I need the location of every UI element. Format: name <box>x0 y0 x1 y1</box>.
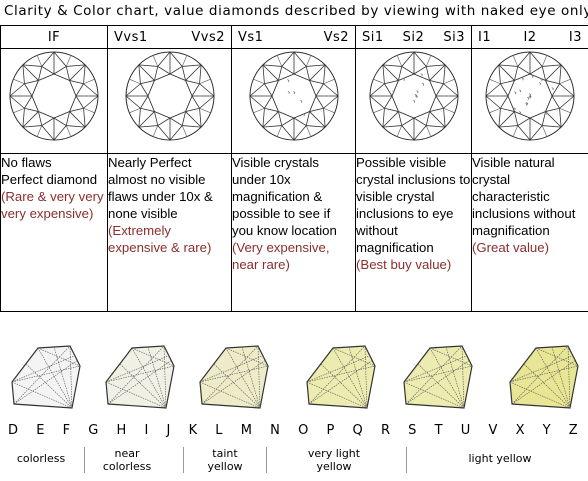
diamond-top-view-icon <box>9 51 99 141</box>
color-letter: D <box>8 423 19 438</box>
color-letter: L <box>215 423 223 438</box>
price-note: (Extremely expensive & rare) <box>108 223 212 255</box>
grade-label: IF <box>47 30 61 45</box>
color-letter: H <box>116 423 127 438</box>
description-row: No flaws Perfect diamond (Rare & very ve… <box>0 153 588 312</box>
color-letter: G <box>88 423 99 438</box>
color-letter: O <box>298 423 309 438</box>
color-letters: D E F G H I J K L M N O P Q R S T U V X … <box>8 423 578 438</box>
price-note: (Best buy value) <box>356 257 452 272</box>
chart-title: Clarity & Color chart, value diamonds de… <box>4 3 588 19</box>
grade-cell-vvs: Vvs1 Vvs2 <box>107 25 232 49</box>
price-note: (Very expensive, near rare) <box>232 240 330 272</box>
description-text: Nearly Perfect <box>108 155 192 170</box>
color-letter: P <box>326 423 335 438</box>
group-divider <box>84 447 85 473</box>
diamond-side-view-icon <box>11 345 81 409</box>
group-divider <box>183 447 184 473</box>
diamond-top-view-icon <box>485 51 575 141</box>
color-group-label: very light yellow <box>307 447 361 473</box>
grade-cell-if: IF <box>0 25 108 49</box>
diamond-side-view-icon <box>509 345 579 409</box>
price-note: (Great value) <box>472 240 549 255</box>
diamond-top-view-icon <box>369 51 458 141</box>
grade-label: Si3 <box>443 30 465 45</box>
grade-cell-i: I1 I2 I3 <box>471 25 588 49</box>
diamond-side-view-icon <box>105 345 175 409</box>
color-letter: J <box>166 423 171 438</box>
clarity-table: IF Vvs1 Vvs2 Vs1 Vs2 Si1 Si2 Si3 I1 I2 I… <box>0 25 588 312</box>
diamond-top-view-icon <box>249 51 338 141</box>
diamond-side-view-icon <box>199 345 269 409</box>
color-group-label: light yellow <box>468 452 532 465</box>
diamond-illustration-row <box>0 48 588 154</box>
grade-cell-vs: Vs1 Vs2 <box>231 25 356 49</box>
color-group-label: taint yellow <box>207 447 243 473</box>
color-letter: Q <box>352 423 363 438</box>
description-text: No flaws <box>1 155 52 170</box>
color-letter: E <box>36 423 45 438</box>
grade-label: Vvs2 <box>191 30 225 45</box>
grade-label: Si2 <box>402 30 425 45</box>
color-group-label: colorless <box>16 452 66 465</box>
color-letter: Z <box>568 423 578 438</box>
color-letter: T <box>434 423 443 438</box>
color-letter: F <box>62 423 71 438</box>
description-text: Perfect diamond <box>1 172 98 187</box>
color-letter: R <box>380 423 390 438</box>
color-letter: X <box>515 423 525 438</box>
grade-label: Si1 <box>362 30 384 45</box>
diamond-side-view-icon <box>403 345 473 409</box>
grade-header-row: IF Vvs1 Vvs2 Vs1 Vs2 Si1 Si2 Si3 I1 I2 I… <box>0 25 588 49</box>
grade-label: Vvs1 <box>114 30 148 45</box>
grade-label: I3 <box>568 30 582 45</box>
group-divider <box>406 447 407 473</box>
grade-cell-si: Si1 Si2 Si3 <box>355 25 472 49</box>
grade-label: Vs1 <box>238 30 264 45</box>
color-letter: Y <box>542 423 551 438</box>
grade-label: Vs2 <box>323 30 349 45</box>
color-group-label: near colorless <box>102 447 152 473</box>
color-letter: S <box>408 423 417 438</box>
description-text: Visible crystals under 10x magnification… <box>232 155 337 238</box>
color-letter: K <box>188 423 198 438</box>
grade-label: I2 <box>523 30 537 45</box>
diamond-side-view-icon <box>306 345 376 409</box>
color-letter: I <box>144 423 149 438</box>
description-text: Possible visible crystal inclusions to v… <box>356 155 471 255</box>
color-letter: N <box>270 423 280 438</box>
grade-label: I1 <box>478 30 492 45</box>
price-note: (Rare & very very very expensive) <box>1 189 104 221</box>
description-text: almost no visible flaws under 10x & none… <box>108 172 213 221</box>
color-letter: V <box>488 423 498 438</box>
color-letter: U <box>460 423 471 438</box>
group-divider <box>266 447 267 473</box>
color-letter: M <box>240 423 252 438</box>
description-text: Visible natural crystal characteristic i… <box>472 155 576 238</box>
diamond-top-view-icon <box>125 51 214 141</box>
color-scale: D E F G H I J K L M N O P Q R S T U V X … <box>0 330 588 481</box>
